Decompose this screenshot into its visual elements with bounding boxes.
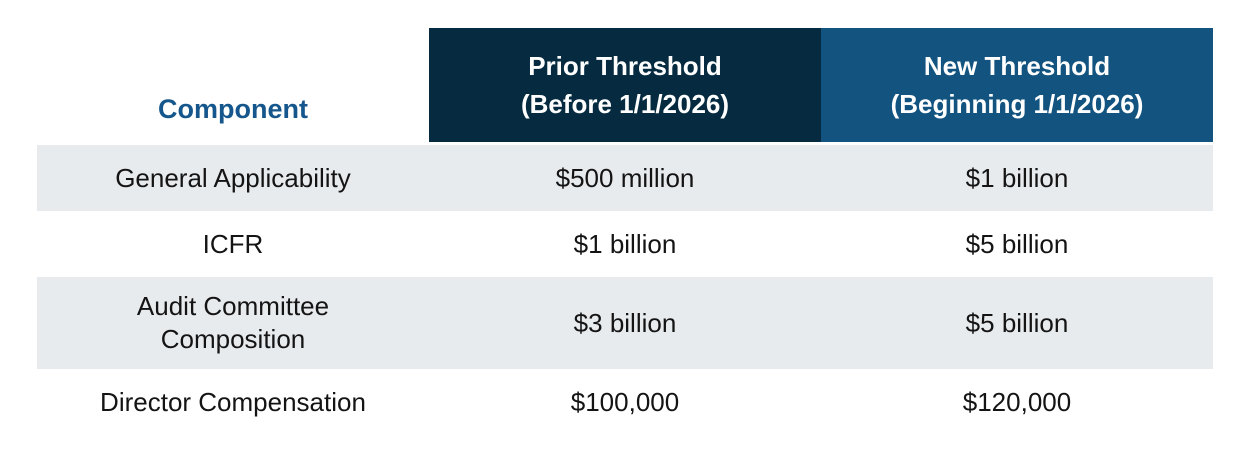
cell-new-threshold: $120,000 [962, 386, 1072, 417]
table-row-director-compensation: Director Compensation $100,000 $120,000 [37, 369, 1213, 435]
threshold-comparison-table: Component Prior Threshold (Before 1/1/20… [37, 28, 1213, 435]
cell-prior-threshold: $100,000 [570, 386, 680, 417]
cell-prior-threshold: $500 million [555, 162, 695, 193]
table-row-audit-committee-composition: Audit Committee Composition $3 billion $… [37, 277, 1213, 369]
header-prior-line1: Prior Threshold [528, 51, 722, 81]
header-new-line2: (Beginning 1/1/2026) [890, 89, 1144, 119]
header-cell-new-threshold: New Threshold (Beginning 1/1/2026) [821, 28, 1213, 142]
cell-component: ICFR [202, 228, 264, 259]
cell-prior-threshold: $3 billion [573, 307, 677, 338]
header-component-label: Component [158, 94, 308, 124]
table-row-icfr: ICFR $1 billion $5 billion [37, 211, 1213, 277]
cell-new-threshold: $5 billion [965, 307, 1069, 338]
cell-prior-threshold: $1 billion [573, 228, 677, 259]
cell-new-threshold: $1 billion [965, 162, 1069, 193]
table-row-general-applicability: General Applicability $500 million $1 bi… [37, 145, 1213, 211]
header-cell-component: Component [37, 28, 429, 142]
header-new-line1: New Threshold [923, 51, 1111, 81]
table-header-row: Component Prior Threshold (Before 1/1/20… [37, 28, 1213, 142]
header-cell-prior-threshold: Prior Threshold (Before 1/1/2026) [429, 28, 821, 142]
cell-component: Audit Committee Composition [136, 291, 330, 354]
cell-component: General Applicability [115, 162, 351, 193]
cell-new-threshold: $5 billion [965, 228, 1069, 259]
header-prior-line2: (Before 1/1/2026) [520, 89, 730, 119]
cell-component: Director Compensation [100, 386, 366, 417]
